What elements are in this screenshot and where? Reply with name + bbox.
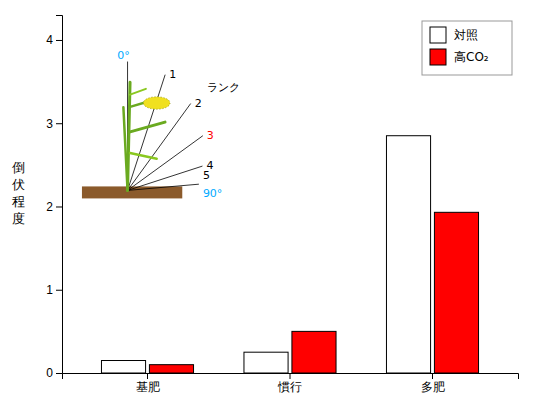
y-tick-label: 1 <box>46 283 53 297</box>
illustration <box>82 62 203 199</box>
bar <box>101 361 145 373</box>
y-tick: 2 <box>46 200 62 214</box>
rank-line <box>128 136 203 191</box>
grain-head <box>143 97 170 109</box>
annotations: 0°12ランク34590° <box>117 49 239 201</box>
y-tick-mark <box>56 290 62 291</box>
x-tick: 多肥 <box>421 373 445 394</box>
annotation: 1 <box>169 68 176 81</box>
rank-line <box>128 75 166 191</box>
bar <box>149 365 193 373</box>
legend-frame <box>422 21 512 75</box>
x-tick-label: 多肥 <box>421 380 445 394</box>
x-tick-mark <box>432 373 433 379</box>
bar <box>386 136 430 373</box>
annotation: ランク <box>207 81 240 94</box>
y-tick-mark <box>56 206 62 207</box>
plant <box>130 153 157 159</box>
y-tick: 4 <box>46 33 62 47</box>
plot: 基肥慣行多肥01234対照高CO₂0°12ランク34590° <box>46 16 518 394</box>
bars <box>101 136 478 373</box>
rank-line <box>128 166 203 190</box>
rank-line <box>128 184 199 190</box>
x-axis: 基肥 慣行 多肥 <box>63 373 519 394</box>
soil <box>82 186 182 198</box>
y-tick-mark <box>56 373 62 374</box>
y-tick-mark <box>56 40 62 41</box>
legend-item: 対照 <box>430 27 478 43</box>
plant <box>123 107 127 190</box>
rank-line <box>128 104 191 191</box>
y-tick-label: 4 <box>46 33 53 47</box>
y-tick: 1 <box>46 283 62 297</box>
y-tick-label: 0 <box>46 366 53 380</box>
x-tick: 基肥 <box>136 373 160 394</box>
annotation: 3 <box>207 129 214 142</box>
legend: 対照高CO₂ <box>422 21 512 75</box>
legend-label: 高CO₂ <box>454 50 489 64</box>
y-tick-mark <box>56 123 62 124</box>
annotation: 5 <box>203 169 210 182</box>
y-tick: 3 <box>46 117 62 131</box>
plant <box>130 89 146 95</box>
legend-swatch <box>430 49 446 65</box>
chart: 基肥慣行多肥01234対照高CO₂0°12ランク34590°倒伏程度 <box>0 0 533 409</box>
y-tick: 0 <box>46 366 62 380</box>
y-tick-label: 2 <box>46 200 53 214</box>
x-tick: 慣行 <box>277 373 302 394</box>
annotation: 90° <box>203 187 223 200</box>
legend-label: 対照 <box>454 28 478 42</box>
legend-swatch <box>430 27 446 43</box>
annotation: 0° <box>117 49 129 62</box>
bar <box>292 331 336 373</box>
legend-item: 高CO₂ <box>430 49 489 65</box>
x-tick-mark <box>290 373 291 379</box>
y-axis-title: 倒伏程度 <box>12 160 25 226</box>
y-tick-label: 3 <box>46 117 53 131</box>
x-tick-label: 基肥 <box>136 380 160 394</box>
x-tick-label: 慣行 <box>277 380 302 394</box>
annotation: 2 <box>195 97 202 110</box>
y-axis: 0 1 2 3 4 <box>46 16 62 381</box>
y-axis-line <box>56 16 63 374</box>
plant <box>129 122 165 132</box>
bar <box>244 352 288 373</box>
bar <box>434 212 478 373</box>
x-tick-mark <box>147 373 148 379</box>
x-axis-line <box>63 374 519 380</box>
